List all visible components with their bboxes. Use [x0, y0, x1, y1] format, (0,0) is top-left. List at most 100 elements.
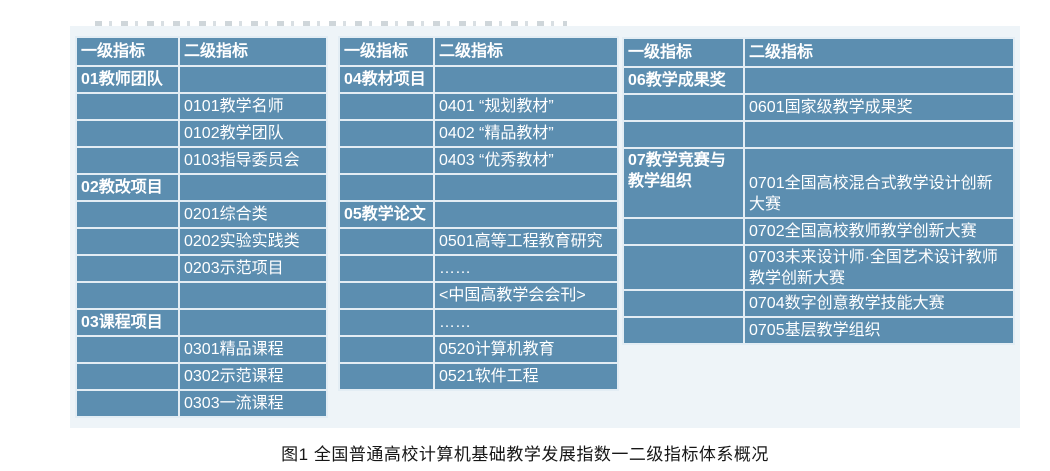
indicator-table-3: 一级指标 二级指标 06教学成果奖 0601国家级教学成果奖 07教学竞赛与教学… — [622, 37, 1015, 345]
level2-cell: …… — [433, 254, 619, 283]
level2-cell: 0203示范项目 — [178, 254, 328, 283]
table-row — [75, 281, 328, 310]
level1-cell — [75, 92, 180, 121]
table-row: 06教学成果奖 — [622, 66, 1015, 95]
level1-cell — [75, 362, 180, 391]
level1-cell — [75, 200, 180, 229]
level2-cell: 0102教学团队 — [178, 119, 328, 148]
level2-cell — [178, 173, 328, 202]
level1-cell: 03课程项目 — [75, 308, 180, 337]
level2-cell: 0202实验实践类 — [178, 227, 328, 256]
table-row: 0102教学团队 — [75, 119, 328, 148]
table-row: …… — [338, 254, 619, 283]
level1-cell — [75, 146, 180, 175]
level2-cell: 0401 “规划教材” — [433, 92, 619, 121]
level1-cell — [75, 389, 180, 418]
col-header-level2: 二级指标 — [743, 37, 1015, 68]
level1-cell — [338, 227, 435, 256]
level1-cell — [75, 281, 180, 310]
table-row: 0402 “精品教材” — [338, 119, 619, 148]
level1-cell: 04教材项目 — [338, 65, 435, 94]
level1-cell — [622, 120, 745, 149]
level1-cell — [338, 254, 435, 283]
level1-cell — [75, 254, 180, 283]
table-row: 0520计算机教育 — [338, 335, 619, 364]
table-row: 05教学论文 — [338, 200, 619, 229]
level1-cell — [338, 173, 435, 202]
header-row: 一级指标 二级指标 — [75, 36, 328, 67]
table-row: 04教材项目 — [338, 65, 619, 94]
level2-cell: 0201综合类 — [178, 200, 328, 229]
table-row: 0202实验实践类 — [75, 227, 328, 256]
table-row: <中国高教学会会刊> — [338, 281, 619, 310]
level1-cell: 02教改项目 — [75, 173, 180, 202]
level1-cell — [622, 289, 745, 318]
level2-cell: 0703未来设计师·全国艺术设计教师教学创新大赛 — [743, 244, 1015, 291]
level1-cell — [75, 335, 180, 364]
cropped-text-remnant — [95, 21, 567, 26]
col-header-level2: 二级指标 — [433, 36, 619, 67]
col-header-level1: 一级指标 — [338, 36, 435, 67]
table-row: 0201综合类 — [75, 200, 328, 229]
table-row: 0103指导委员会 — [75, 146, 328, 175]
level2-cell — [743, 66, 1015, 95]
level1-cell — [338, 335, 435, 364]
level1-cell: 06教学成果奖 — [622, 66, 745, 95]
table-row: 01教师团队 — [75, 65, 328, 94]
table-row: 0521软件工程 — [338, 362, 619, 391]
level1-cell — [75, 119, 180, 148]
level2-cell — [433, 173, 619, 202]
level1-cell: 05教学论文 — [338, 200, 435, 229]
table-row: 07教学竞赛与教学组织 0701全国高校混合式教学设计创新大赛 — [622, 147, 1015, 219]
table-row: 0601国家级教学成果奖 — [622, 93, 1015, 122]
col-header-level1: 一级指标 — [622, 37, 745, 68]
level2-cell: 0702全国高校教师教学创新大赛 — [743, 217, 1015, 246]
level2-cell: 0705基层教学组织 — [743, 316, 1015, 345]
header-row: 一级指标 二级指标 — [622, 37, 1015, 68]
level1-cell — [622, 316, 745, 345]
level1-cell — [75, 227, 180, 256]
level1-cell — [338, 146, 435, 175]
table-row — [622, 120, 1015, 149]
level2-cell: 0501高等工程教育研究 — [433, 227, 619, 256]
level2-cell: 0701全国高校混合式教学设计创新大赛 — [743, 147, 1015, 219]
level1-cell — [338, 119, 435, 148]
level2-cell — [178, 281, 328, 310]
level2-cell: …… — [433, 308, 619, 337]
level2-cell: 0520计算机教育 — [433, 335, 619, 364]
level1-cell — [338, 362, 435, 391]
level1-cell — [622, 244, 745, 291]
col-header-level2: 二级指标 — [178, 36, 328, 67]
level2-cell — [178, 308, 328, 337]
indicator-table-1: 一级指标 二级指标 01教师团队 0101教学名师 0102教学团队 0103指… — [75, 36, 328, 418]
level2-cell: 0103指导委员会 — [178, 146, 328, 175]
table-row: 0302示范课程 — [75, 362, 328, 391]
col-header-level1: 一级指标 — [75, 36, 180, 67]
level1-cell — [622, 217, 745, 246]
level2-cell: 0101教学名师 — [178, 92, 328, 121]
table-row: 0702全国高校教师教学创新大赛 — [622, 217, 1015, 246]
table-row — [338, 173, 619, 202]
table-row: 0301精品课程 — [75, 335, 328, 364]
table-row: 0401 “规划教材” — [338, 92, 619, 121]
table-row: 0501高等工程教育研究 — [338, 227, 619, 256]
level1-cell — [338, 281, 435, 310]
level1-cell — [622, 93, 745, 122]
table-row: 0303一流课程 — [75, 389, 328, 418]
table-row: 0704数字创意教学技能大赛 — [622, 289, 1015, 318]
table-row: 03课程项目 — [75, 308, 328, 337]
table-row: …… — [338, 308, 619, 337]
table-row: 0203示范项目 — [75, 254, 328, 283]
level1-cell: 01教师团队 — [75, 65, 180, 94]
level2-cell — [433, 65, 619, 94]
level2-cell: 0303一流课程 — [178, 389, 328, 418]
level2-cell: 0704数字创意教学技能大赛 — [743, 289, 1015, 318]
level2-cell — [433, 200, 619, 229]
level1-cell — [338, 92, 435, 121]
table-row: 02教改项目 — [75, 173, 328, 202]
level2-cell — [743, 120, 1015, 149]
level1-cell: 07教学竞赛与教学组织 — [622, 147, 745, 219]
indicator-table-2: 一级指标 二级指标 04教材项目 0401 “规划教材” 0402 “精品教材”… — [338, 36, 619, 391]
table-row: 0705基层教学组织 — [622, 316, 1015, 345]
